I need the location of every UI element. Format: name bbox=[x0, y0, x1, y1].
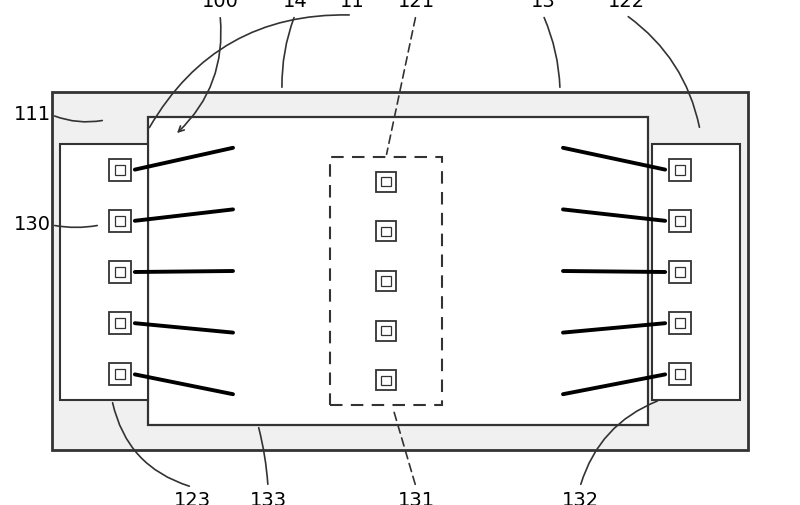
Bar bbox=[109, 312, 131, 334]
Bar bbox=[148, 117, 648, 425]
Bar bbox=[114, 369, 125, 379]
Bar bbox=[669, 261, 691, 283]
Bar bbox=[109, 261, 131, 283]
Bar bbox=[376, 172, 396, 192]
Bar bbox=[109, 364, 131, 385]
Text: 121: 121 bbox=[398, 0, 434, 11]
Bar bbox=[382, 326, 390, 335]
Bar bbox=[114, 267, 125, 277]
Text: 100: 100 bbox=[202, 0, 238, 11]
Text: 11: 11 bbox=[340, 0, 364, 11]
Bar bbox=[52, 92, 748, 450]
Bar bbox=[669, 159, 691, 181]
Bar bbox=[675, 165, 686, 175]
Bar bbox=[675, 267, 686, 277]
Bar bbox=[675, 369, 686, 379]
Text: 122: 122 bbox=[607, 0, 645, 11]
Bar bbox=[382, 376, 390, 385]
Text: 130: 130 bbox=[14, 216, 50, 234]
Text: 132: 132 bbox=[562, 491, 598, 505]
Bar bbox=[675, 318, 686, 328]
Bar bbox=[382, 177, 390, 186]
Text: 123: 123 bbox=[174, 491, 210, 505]
Bar bbox=[376, 321, 396, 340]
Bar bbox=[114, 165, 125, 175]
Bar bbox=[114, 216, 125, 226]
Bar bbox=[376, 370, 396, 390]
Text: 111: 111 bbox=[14, 106, 50, 125]
Text: 13: 13 bbox=[530, 0, 555, 11]
Bar bbox=[330, 157, 442, 405]
Bar bbox=[669, 312, 691, 334]
Bar bbox=[382, 227, 390, 236]
Bar bbox=[376, 221, 396, 241]
Text: 131: 131 bbox=[398, 491, 434, 505]
Bar bbox=[669, 364, 691, 385]
Text: 14: 14 bbox=[282, 0, 307, 11]
Bar bbox=[669, 210, 691, 232]
Bar bbox=[652, 144, 740, 400]
Bar bbox=[60, 144, 148, 400]
Bar bbox=[109, 210, 131, 232]
Bar bbox=[114, 318, 125, 328]
Bar bbox=[376, 271, 396, 291]
Bar bbox=[382, 276, 390, 286]
Bar bbox=[109, 159, 131, 181]
Bar bbox=[675, 216, 686, 226]
Text: 133: 133 bbox=[250, 491, 286, 505]
